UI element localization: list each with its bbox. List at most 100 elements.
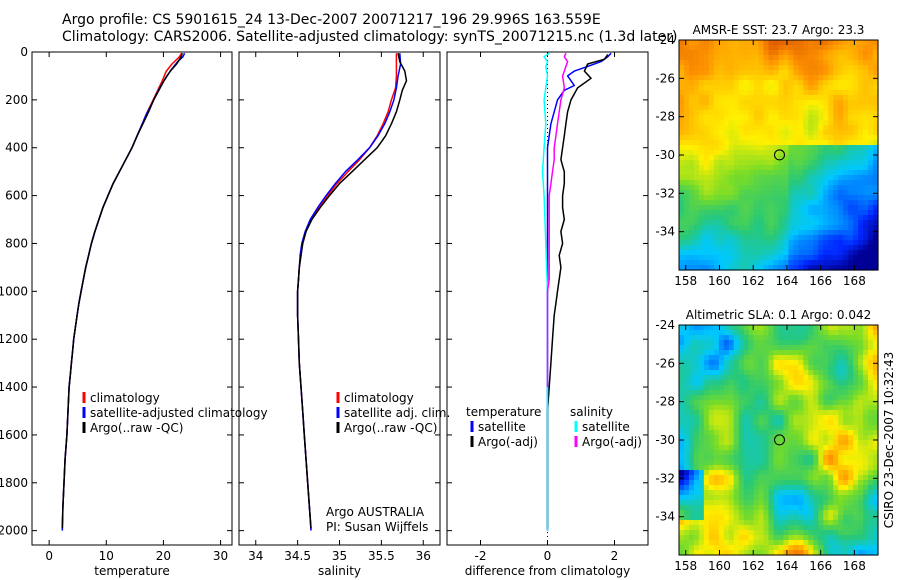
heatmap-cell [798, 95, 804, 101]
heatmap-cell [713, 325, 720, 331]
heatmap-cell [778, 520, 785, 526]
heatmap-cell [688, 360, 695, 366]
heatmap-cell [813, 550, 819, 556]
heatmap-cell [728, 55, 735, 61]
y-tick-label: -34 [655, 510, 675, 524]
heatmap-cell [763, 90, 770, 96]
heatmap-cell [848, 100, 854, 106]
heatmap-cell [848, 235, 854, 241]
heatmap-cell [873, 395, 879, 401]
heatmap-cell [783, 90, 790, 96]
heatmap-cell [698, 140, 705, 146]
heatmap-cell [688, 240, 695, 246]
heatmap-cell [778, 515, 785, 521]
heatmap-cell [718, 135, 725, 141]
heatmap-cell [728, 120, 735, 126]
heatmap-cell [818, 480, 824, 486]
heatmap-cell [703, 425, 710, 431]
heatmap-cell [798, 550, 804, 556]
heatmap-cell [683, 500, 690, 506]
heatmap-cell [808, 255, 814, 261]
heatmap-cell [703, 155, 710, 161]
heatmap-cell [818, 245, 824, 251]
heatmap-cell [813, 525, 819, 531]
heatmap-cell [693, 445, 700, 451]
heatmap-cell [848, 475, 854, 481]
heatmap-cell [833, 40, 839, 46]
heatmap-cell [833, 455, 839, 461]
figure-title-line1: Argo profile: CS 5901615_24 13-Dec-2007 … [62, 12, 601, 28]
heatmap-cell [858, 380, 864, 386]
heatmap-cell [843, 115, 849, 121]
heatmap-cell [748, 245, 755, 251]
heatmap-cell [803, 250, 809, 256]
heatmap-cell [873, 460, 879, 466]
heatmap-cell [778, 365, 785, 371]
heatmap-cell [783, 110, 790, 116]
heatmap-cell [808, 85, 814, 91]
heatmap-cell [848, 390, 854, 396]
heatmap-cell [748, 345, 755, 351]
heatmap-cell [778, 535, 785, 541]
heatmap-cell [858, 415, 864, 421]
heatmap-cell [768, 245, 775, 251]
heatmap-cell [738, 370, 745, 376]
heatmap-cell [853, 105, 859, 111]
heatmap-cell [828, 420, 834, 426]
heatmap-cell [858, 230, 864, 236]
heatmap-cell [813, 545, 819, 551]
heatmap-cell [863, 50, 869, 56]
heatmap-cell [723, 245, 730, 251]
heatmap-cell [868, 330, 874, 336]
heatmap-cell [763, 385, 770, 391]
heatmap-cell [798, 155, 804, 161]
heatmap-cell [728, 85, 735, 91]
heatmap-cell [708, 480, 715, 486]
heatmap-cell [843, 415, 849, 421]
heatmap-cell [778, 265, 785, 271]
heatmap-cell [803, 260, 809, 266]
heatmap-cell [833, 325, 839, 331]
heatmap-cell [713, 455, 720, 461]
heatmap-cell [818, 365, 824, 371]
heatmap-cell [768, 410, 775, 416]
heatmap-cell [818, 135, 824, 141]
heatmap-cell [773, 80, 780, 86]
heatmap-cell [858, 475, 864, 481]
heatmap-cell [768, 455, 775, 461]
heatmap-cell [688, 455, 695, 461]
heatmap-cell [728, 485, 735, 491]
heatmap-cell [873, 190, 879, 196]
heatmap-cell [748, 160, 755, 166]
heatmap-cell [798, 440, 804, 446]
heatmap-cell [828, 70, 834, 76]
heatmap-cell [833, 255, 839, 261]
heatmap-cell [758, 410, 765, 416]
heatmap-cell [873, 105, 879, 111]
heatmap-cell [858, 385, 864, 391]
heatmap-cell [679, 185, 685, 191]
heatmap-cell [788, 450, 795, 456]
heatmap-cell [778, 230, 785, 236]
heatmap-cell [708, 100, 715, 106]
heatmap-cell [793, 515, 799, 521]
heatmap-cell [813, 85, 819, 91]
heatmap-cell [728, 415, 735, 421]
heatmap-cell [843, 540, 849, 546]
heatmap-cell [708, 125, 715, 131]
heatmap-cell [768, 120, 775, 126]
heatmap-cell [843, 250, 849, 256]
x-tick-label: 0 [544, 549, 552, 563]
heatmap-cell [773, 505, 780, 511]
heatmap-cell [703, 370, 710, 376]
heatmap-cell [713, 155, 720, 161]
heatmap-cell [698, 410, 705, 416]
x-tick-label: 34.5 [284, 549, 311, 563]
heatmap-cell [733, 105, 740, 111]
heatmap-cell [703, 510, 710, 516]
heatmap-cell [873, 145, 879, 151]
heatmap-cell [733, 350, 740, 356]
heatmap-cell [683, 375, 690, 381]
heatmap-cell [693, 65, 700, 71]
heatmap-cell [718, 525, 725, 531]
